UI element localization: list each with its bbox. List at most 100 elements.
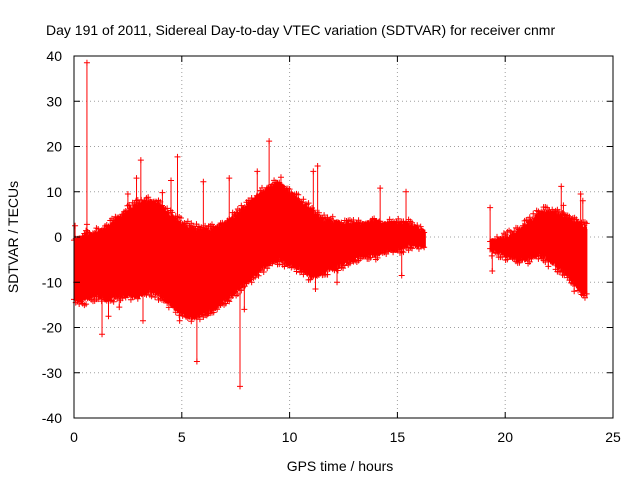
data-point	[136, 200, 143, 207]
data-point	[367, 254, 374, 261]
y-axis-label: SDTVAR / TECUs	[5, 181, 21, 293]
data-point	[362, 252, 369, 259]
data-point	[262, 261, 269, 268]
data-point	[577, 191, 584, 198]
data-point	[545, 263, 552, 270]
data-point	[214, 306, 221, 313]
y-tick-label: 0	[54, 229, 62, 245]
data-point	[414, 222, 421, 229]
data-point	[260, 268, 267, 275]
data-point	[329, 258, 336, 265]
data-point	[312, 286, 319, 293]
data-point	[350, 216, 357, 223]
data-point	[231, 289, 238, 296]
data-point	[544, 204, 551, 211]
data-point	[124, 191, 131, 198]
data-point	[193, 358, 200, 365]
x-tick-label: 20	[497, 429, 513, 445]
data-point	[241, 204, 248, 211]
data-point	[487, 204, 494, 211]
data-point	[237, 383, 244, 390]
data-point	[398, 272, 405, 279]
x-tick-label: 5	[178, 429, 186, 445]
data-point	[314, 162, 321, 169]
data-point	[241, 306, 248, 313]
data-point	[126, 291, 133, 298]
data-point	[310, 168, 317, 175]
data-point	[538, 208, 545, 215]
data-point	[222, 220, 229, 227]
data-point	[165, 304, 172, 311]
data-point	[400, 218, 407, 225]
data-point	[269, 181, 276, 188]
data-point	[530, 210, 537, 217]
data-point	[255, 193, 262, 200]
data-points	[71, 59, 590, 390]
data-point	[99, 331, 106, 338]
data-point	[329, 213, 336, 220]
data-point	[518, 226, 525, 233]
data-point	[262, 188, 269, 195]
x-tick-label: 15	[390, 429, 406, 445]
data-point	[204, 310, 211, 317]
data-point	[295, 191, 302, 198]
data-point	[177, 309, 184, 316]
data-point	[174, 307, 181, 314]
x-tick-label: 25	[605, 429, 621, 445]
data-point	[255, 272, 262, 279]
data-point	[181, 310, 188, 317]
data-point	[266, 138, 273, 145]
data-point	[489, 267, 496, 274]
data-point	[159, 189, 166, 196]
y-tick-label: -20	[42, 320, 62, 336]
data-point	[72, 222, 79, 229]
data-point	[421, 244, 428, 251]
data-point	[334, 267, 341, 274]
data-point	[504, 256, 511, 263]
data-point	[293, 268, 300, 275]
data-point	[227, 217, 234, 224]
data-point	[259, 184, 266, 191]
data-point	[417, 223, 424, 230]
data-point	[288, 190, 295, 197]
data-point	[226, 298, 233, 305]
data-point	[277, 174, 284, 181]
data-point	[145, 288, 152, 295]
data-point	[145, 194, 152, 201]
data-point	[566, 270, 573, 277]
data-point	[226, 175, 233, 182]
data-point	[403, 220, 410, 227]
data-point	[395, 246, 402, 253]
data-point	[321, 212, 328, 219]
data-point	[176, 317, 183, 324]
data-point	[341, 262, 348, 269]
data-point	[523, 254, 530, 261]
data-point	[281, 263, 288, 270]
data-point	[178, 306, 185, 313]
data-point	[133, 175, 140, 182]
data-point	[83, 301, 90, 308]
data-point	[531, 215, 538, 222]
data-point	[560, 202, 567, 209]
data-point	[315, 209, 322, 216]
y-tick-label: 40	[46, 48, 62, 64]
x-tick-labels: 0 5 10 15 20 25	[70, 429, 621, 445]
data-point	[371, 251, 378, 258]
data-point	[139, 200, 146, 207]
y-tick-labels: -40 -30 -20 -10 0 10 20 30 40	[42, 48, 62, 426]
data-point	[286, 186, 293, 193]
data-point	[291, 264, 298, 271]
data-point	[133, 291, 140, 298]
y-tick-label: 20	[46, 139, 62, 155]
data-point	[346, 260, 353, 267]
data-point	[519, 256, 526, 263]
data-point	[334, 279, 341, 286]
data-point	[116, 304, 123, 311]
data-point	[507, 228, 514, 235]
data-point	[528, 218, 535, 225]
data-point	[324, 271, 331, 278]
data-point	[277, 256, 284, 263]
data-point	[511, 228, 518, 235]
y-tick-label: 10	[46, 184, 62, 200]
data-point	[222, 300, 229, 307]
